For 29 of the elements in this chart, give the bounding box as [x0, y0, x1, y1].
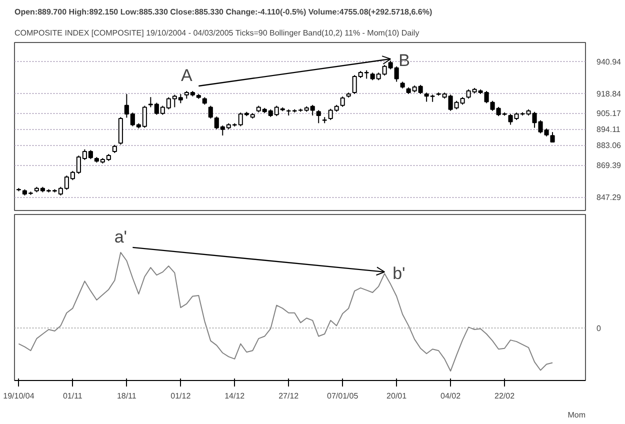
y-tick-label: 847.29: [596, 193, 622, 202]
chart-title: Open:889.700 High:892.150 Low:885.330 Close:885.330 Change:-4.110(-0.5%) Volume:4755.08(+292.5718,6.6%): [14, 8, 432, 16]
annotation: A: [180, 66, 193, 86]
text: Mom: [568, 410, 586, 420]
ref-line-label: 0: [596, 324, 602, 333]
x-tick-label: 20/01: [386, 392, 408, 400]
y-tick-label: 918.84: [596, 89, 622, 98]
x-tick-label: 14/12: [224, 392, 246, 400]
x-tick-label: 27/12: [278, 392, 300, 400]
annotation: b': [392, 264, 406, 284]
chart-subtitle: COMPOSITE INDEX [COMPOSITE] 19/10/2004 - 04/03/2005 Ticks=90 Bollinger Band(10,2) 11% - Mom(10) Daily: [14, 28, 420, 38]
x-tick-label: 22/02: [494, 392, 516, 400]
x-tick-label: 01/11: [62, 392, 83, 400]
x-tick-label: 18/11: [116, 392, 137, 400]
y-tick-label: 940.94: [596, 57, 622, 66]
y-tick-label: 869.39: [596, 161, 622, 170]
x-tick-label: 01/12: [170, 392, 192, 400]
candlestick: [340, 96, 345, 108]
candlestick: [316, 110, 321, 124]
y-tick-label: 905.17: [596, 109, 622, 118]
x-tick-label: 07/01/05: [327, 392, 359, 400]
x-tick-label: 19/10/04: [3, 392, 35, 400]
y-tick-label: 894.11: [596, 125, 621, 134]
annotation: a': [114, 227, 128, 246]
candlestick: [550, 132, 555, 142]
annotation: B: [398, 51, 410, 70]
y-tick-label: 883.06: [596, 141, 622, 150]
x-tick-label: 04/02: [440, 392, 462, 400]
candlestick: [208, 105, 213, 120]
